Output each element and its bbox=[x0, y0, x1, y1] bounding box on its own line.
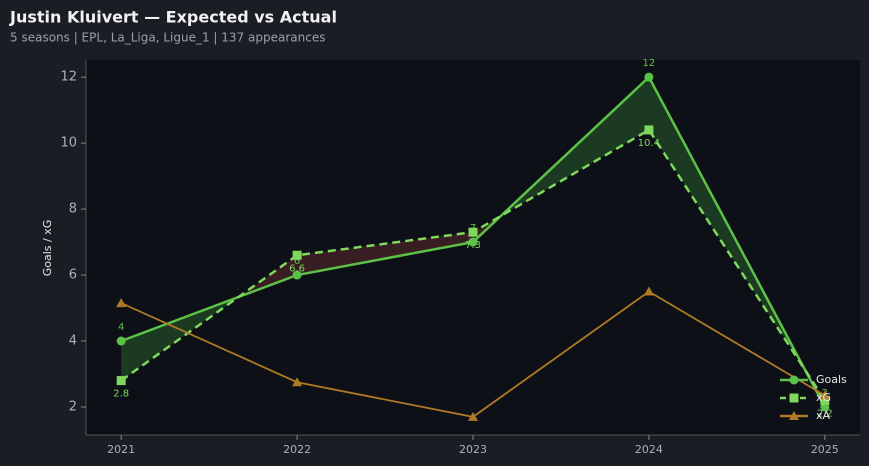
legend-label: xG bbox=[816, 391, 831, 404]
y-tick-label: 4 bbox=[69, 334, 77, 349]
point bbox=[116, 336, 126, 346]
point bbox=[819, 390, 830, 400]
point bbox=[468, 237, 478, 247]
x-tick-label: 2021 bbox=[107, 443, 135, 456]
value-label: 10.4 bbox=[638, 138, 660, 149]
difference-area bbox=[297, 232, 473, 276]
point bbox=[644, 125, 654, 135]
x-tick-label: 2022 bbox=[283, 443, 311, 456]
legend-marker bbox=[789, 393, 799, 403]
value-label: 12 bbox=[643, 58, 656, 69]
x-tick-label: 2024 bbox=[635, 443, 663, 456]
value-label: 6 bbox=[294, 256, 300, 267]
point bbox=[116, 298, 127, 308]
legend-marker bbox=[789, 411, 799, 420]
y-axis-label: Goals / xG bbox=[41, 220, 54, 277]
y-tick-label: 12 bbox=[60, 70, 77, 85]
point bbox=[292, 377, 303, 387]
legend-marker bbox=[789, 375, 799, 385]
point bbox=[292, 270, 302, 280]
point bbox=[116, 376, 126, 386]
point bbox=[644, 72, 654, 82]
y-tick-label: 8 bbox=[69, 202, 77, 217]
x-tick-label: 2023 bbox=[459, 443, 487, 456]
point bbox=[292, 250, 302, 260]
point bbox=[468, 227, 478, 237]
legend-label: xA bbox=[816, 409, 831, 422]
point bbox=[468, 411, 478, 421]
chart-title: Justin Kluivert — Expected vs Actual bbox=[9, 8, 337, 27]
chart-subtitle: 5 seasons | EPL, La_Liga, Ligue_1 | 137 … bbox=[10, 31, 325, 45]
plot-area bbox=[86, 60, 860, 435]
point bbox=[643, 286, 654, 296]
y-tick-label: 2 bbox=[69, 399, 77, 414]
value-label: 7.3 bbox=[465, 240, 481, 251]
value-label: 6.6 bbox=[289, 263, 305, 274]
difference-area bbox=[238, 255, 298, 298]
y-tick-label: 10 bbox=[60, 136, 77, 151]
value-label: 2.2 bbox=[817, 408, 833, 419]
point bbox=[820, 395, 830, 405]
value-label: 4 bbox=[118, 322, 124, 333]
y-tick-label: 6 bbox=[69, 268, 77, 283]
x-tick-label: 2025 bbox=[811, 443, 839, 456]
value-label: 2.8 bbox=[113, 389, 129, 400]
legend-label: Goals bbox=[816, 373, 847, 386]
